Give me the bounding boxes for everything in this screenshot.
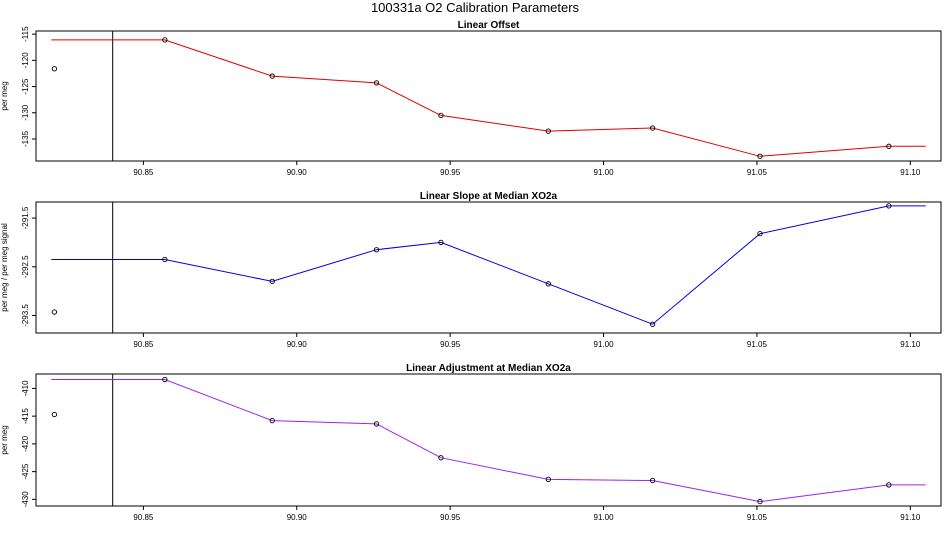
- y-tick-label: -130: [21, 104, 30, 121]
- x-tick-label: 90.95: [440, 340, 461, 349]
- data-point: [162, 256, 168, 263]
- x-tick-label: 91.10: [900, 168, 921, 177]
- y-axis-label: per meg: [0, 81, 9, 110]
- data-point: [438, 112, 444, 119]
- standalone-point: [51, 411, 58, 418]
- data-point: [886, 203, 892, 209]
- data-point: [649, 321, 656, 327]
- series-line: [51, 39, 926, 157]
- series-line: [51, 379, 926, 503]
- data-point: [373, 421, 380, 427]
- data-point: [757, 231, 763, 237]
- x-tick-label: 90.90: [287, 168, 308, 177]
- x-tick-label: 90.85: [133, 513, 154, 522]
- x-tick-label: 90.95: [440, 513, 461, 522]
- standalone-point: [51, 309, 58, 315]
- data-point: [886, 482, 892, 488]
- data-point: [269, 73, 275, 79]
- panel-title: Linear Offset: [458, 20, 520, 31]
- x-tick-label: 90.85: [133, 168, 154, 177]
- y-tick-label: -415: [21, 408, 30, 425]
- data-point: [438, 455, 444, 461]
- data-point: [757, 153, 763, 159]
- y-axis-label: per meg / per meg signal: [0, 223, 9, 312]
- data-point: [373, 80, 380, 86]
- y-axis-label: per meg: [0, 425, 9, 454]
- x-tick-label: 91.00: [594, 340, 615, 349]
- x-tick-label: 91.00: [594, 513, 615, 522]
- plot-frame: [35, 201, 942, 334]
- x-tick-label: 91.00: [594, 168, 615, 177]
- panel-title: Linear Adjustment at Median XO2a: [406, 363, 571, 374]
- panel-title: Linear Slope at Median XO2a: [420, 191, 558, 202]
- y-tick-label: -120: [21, 52, 30, 69]
- panel-adjust: Linear Adjustment at Median XO2a per meg 9…: [0, 363, 942, 522]
- x-tick-label: 91.05: [747, 168, 768, 177]
- y-tick-label: -291.5: [21, 206, 30, 229]
- plot-frame: [35, 30, 942, 162]
- data-point: [886, 143, 892, 149]
- y-tick-label: -115: [21, 26, 30, 42]
- y-tick-label: -430: [21, 491, 30, 508]
- series-line: [51, 205, 926, 325]
- y-tick-label: -135: [21, 130, 30, 147]
- x-tick-label: 90.90: [287, 513, 308, 522]
- figure-title: 100331a O2 Calibration Parameters: [370, 0, 580, 15]
- data-point: [269, 417, 275, 424]
- data-point: [373, 247, 380, 253]
- standalone-point: [51, 66, 58, 72]
- y-tick-label: -425: [21, 463, 30, 480]
- x-tick-label: 90.90: [287, 340, 308, 349]
- y-tick-label: -293.5: [21, 304, 30, 327]
- x-tick-label: 91.10: [900, 340, 921, 349]
- data-point: [438, 239, 444, 246]
- x-tick-label: 91.10: [900, 513, 921, 522]
- x-tick-label: 90.95: [440, 168, 461, 177]
- panel-offset: Linear Offset per meg 90.85 90.90 90.95 91.00…: [0, 20, 942, 177]
- data-point: [162, 37, 168, 43]
- data-point: [545, 476, 551, 483]
- data-point: [545, 281, 551, 287]
- y-tick-label: -125: [21, 78, 30, 95]
- data-point: [269, 278, 275, 285]
- panel-slope: Linear Slope at Median XO2a per meg / per…: [0, 191, 942, 349]
- y-tick-label: -410: [21, 380, 30, 397]
- y-tick-label: -420: [21, 435, 30, 452]
- data-point: [757, 498, 763, 505]
- data-point: [649, 477, 656, 484]
- data-point: [545, 128, 551, 134]
- data-point: [162, 376, 168, 383]
- x-tick-label: 91.05: [747, 340, 768, 349]
- x-tick-label: 91.05: [747, 513, 768, 522]
- x-tick-label: 90.85: [133, 340, 154, 349]
- plot-frame: [35, 373, 942, 507]
- y-tick-label: -292.5: [21, 255, 30, 278]
- data-point: [649, 125, 656, 131]
